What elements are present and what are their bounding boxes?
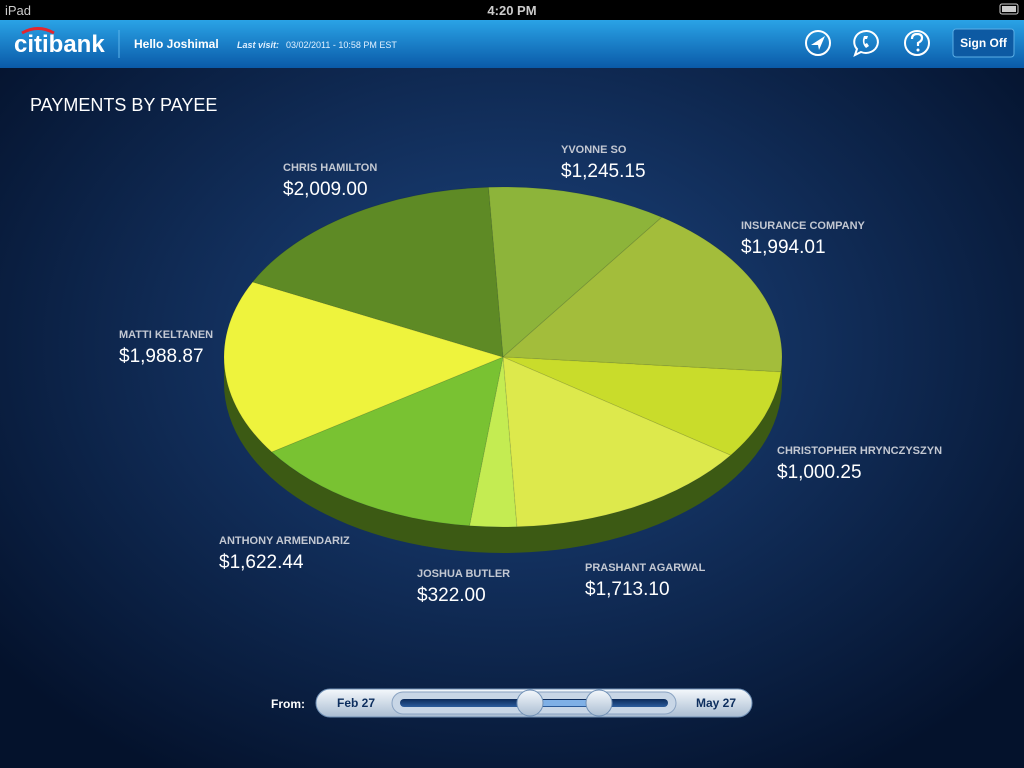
- status-bar: [0, 0, 1024, 20]
- pie-slice: [502, 356, 732, 528]
- logo: citibank: [14, 31, 105, 58]
- slider-end: May 27: [696, 696, 736, 710]
- pie-slice: [487, 186, 663, 359]
- slider-start: Feb 27: [337, 696, 375, 710]
- slice-value: $1,713.10: [585, 579, 670, 600]
- sign-off-label[interactable]: Sign Off: [960, 36, 1008, 50]
- sign-off-button[interactable]: [952, 28, 1015, 58]
- slice-name: ANTHONY ARMENDARIZ: [219, 535, 350, 547]
- pie-slice: [270, 356, 504, 527]
- last-visit-label: Last visit:: [237, 40, 279, 50]
- slice-name: MATTI KELTANEN: [119, 329, 213, 341]
- slice-value: $1,988.87: [119, 346, 204, 367]
- greeting: Hello Joshimal: [134, 37, 219, 51]
- device-name: iPad: [5, 3, 31, 18]
- slice-value: $1,245.15: [561, 161, 646, 182]
- battery: [999, 3, 1019, 15]
- battery-level: [1002, 6, 1016, 12]
- pie-slice: [223, 281, 505, 453]
- slider-thumb-start[interactable]: [516, 689, 544, 717]
- pie-slice: [251, 186, 504, 358]
- pie-chart: YVONNE SO $1,245.15 INSURANCE COMPANY $1,99…: [119, 144, 942, 606]
- slider-label: From:: [271, 697, 305, 711]
- slice-name: JOSHUA BUTLER: [417, 568, 510, 580]
- pie-slice: [468, 356, 518, 528]
- help-button[interactable]: [904, 30, 930, 56]
- slice-value: $2,009.00: [283, 179, 368, 200]
- clock: 4:20 PM: [487, 3, 536, 18]
- slice-name: CHRIS HAMILTON: [283, 162, 377, 174]
- slider-thumb-end[interactable]: [585, 689, 613, 717]
- slice-name: YVONNE SO: [561, 144, 627, 156]
- slice-value: $1,622.44: [219, 552, 304, 573]
- locate-button[interactable]: [805, 30, 831, 56]
- slice-name: CHRISTOPHER HRYNCZYSZYN: [777, 445, 942, 457]
- pie-slice: [502, 356, 782, 456]
- slice-name: INSURANCE COMPANY: [741, 220, 866, 232]
- last-visit: 03/02/2011 - 10:58 PM EST: [286, 40, 397, 50]
- pie-slice: [501, 216, 783, 373]
- slice-name: PRASHANT AGARWAL: [585, 562, 706, 574]
- chart-title: PAYMENTS BY PAYEE: [30, 95, 217, 115]
- logo-arc: [21, 27, 55, 35]
- slice-value: $1,000.25: [777, 462, 862, 483]
- slice-value: $1,994.01: [741, 237, 826, 258]
- slice-value: $322.00: [417, 585, 486, 606]
- call-button[interactable]: [853, 29, 879, 57]
